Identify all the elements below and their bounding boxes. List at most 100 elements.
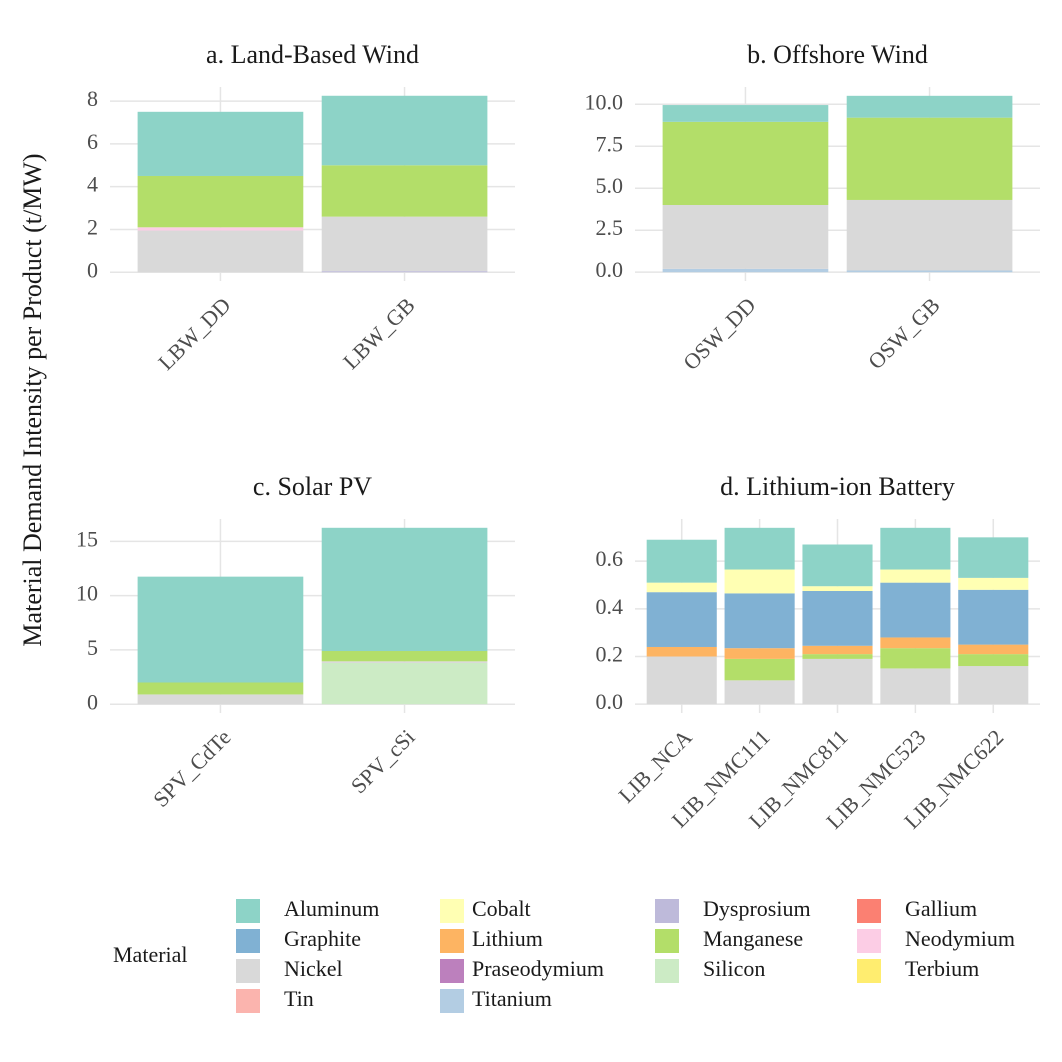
bar-segment bbox=[321, 271, 488, 273]
bar-segment bbox=[724, 648, 795, 659]
legend-swatch bbox=[440, 989, 464, 1013]
y-tick-label: 10 bbox=[76, 581, 98, 606]
bar-segment bbox=[802, 645, 873, 655]
y-tick-label: 0 bbox=[87, 257, 98, 282]
bar-segment bbox=[880, 648, 951, 669]
bar-segment bbox=[137, 576, 304, 683]
bar-segment bbox=[662, 204, 829, 269]
bar-segment bbox=[880, 569, 951, 583]
legend-swatch bbox=[440, 929, 464, 953]
legend-title: Material bbox=[113, 942, 188, 967]
bar-segment bbox=[846, 117, 1013, 200]
bar-segment bbox=[646, 592, 717, 647]
bar-segment bbox=[880, 582, 951, 638]
legend-label: Graphite bbox=[284, 926, 361, 951]
bar-segment bbox=[958, 644, 1029, 655]
legend-swatch bbox=[655, 959, 679, 983]
bar-segment bbox=[724, 680, 795, 705]
panel-title: c. Solar PV bbox=[253, 472, 372, 501]
bar-segment bbox=[724, 569, 795, 594]
x-tick-label: LBW_GB bbox=[338, 292, 420, 374]
y-tick-label: 8 bbox=[87, 86, 98, 111]
bar-segment bbox=[662, 268, 829, 273]
bar-segment bbox=[958, 589, 1029, 645]
legend-label: Neodymium bbox=[905, 926, 1015, 951]
bar-segment bbox=[958, 577, 1029, 590]
x-tick-label: SPV_cSi bbox=[346, 724, 420, 798]
y-tick-label: 0 bbox=[87, 689, 98, 714]
panel-title: d. Lithium-ion Battery bbox=[720, 472, 955, 501]
y-tick-label: 0.2 bbox=[596, 642, 624, 667]
bar-segment bbox=[321, 216, 488, 272]
legend-swatch bbox=[655, 929, 679, 953]
legend-label: Nickel bbox=[284, 956, 343, 981]
legend-swatch bbox=[236, 959, 260, 983]
legend-swatch bbox=[857, 899, 881, 923]
legend-label: Terbium bbox=[905, 956, 979, 981]
y-tick-label: 4 bbox=[87, 172, 98, 197]
bar-segment bbox=[958, 654, 1029, 667]
bar-segment bbox=[137, 694, 304, 705]
y-tick-label: 7.5 bbox=[596, 131, 624, 156]
legend-label: Manganese bbox=[703, 926, 803, 951]
y-tick-label: 5.0 bbox=[596, 173, 624, 198]
bar-segment bbox=[846, 199, 1013, 271]
y-tick-label: 10.0 bbox=[585, 89, 624, 114]
bar-segment bbox=[724, 593, 795, 649]
panel-title: b. Offshore Wind bbox=[747, 40, 928, 69]
bar-segment bbox=[321, 662, 488, 705]
bar-segment bbox=[880, 668, 951, 705]
y-axis-label: Material Demand Intensity per Product (t… bbox=[18, 153, 47, 646]
bar-segment bbox=[662, 105, 829, 122]
bar-segment bbox=[137, 682, 304, 695]
legend-label: Dysprosium bbox=[703, 896, 811, 921]
legend-swatch bbox=[440, 899, 464, 923]
bar-segment bbox=[646, 646, 717, 657]
panel-title: a. Land-Based Wind bbox=[206, 40, 419, 69]
bar-segment bbox=[880, 527, 951, 570]
y-tick-label: 0.6 bbox=[596, 546, 624, 571]
bar-segment bbox=[137, 175, 304, 228]
legend-swatch bbox=[236, 989, 260, 1013]
bar-segment bbox=[958, 666, 1029, 705]
legend-swatch bbox=[857, 929, 881, 953]
bar-segment bbox=[802, 586, 873, 591]
legend-swatch bbox=[655, 899, 679, 923]
x-tick-label: LBW_DD bbox=[153, 292, 235, 374]
y-tick-label: 0.0 bbox=[596, 257, 624, 282]
y-tick-label: 15 bbox=[76, 526, 98, 551]
y-tick-label: 5 bbox=[87, 635, 98, 660]
x-tick-label: LIB_NCA bbox=[613, 724, 696, 807]
bar-segment bbox=[321, 651, 488, 662]
bar-segment bbox=[321, 95, 488, 166]
bar-segment bbox=[802, 544, 873, 587]
legend-label: Lithium bbox=[472, 926, 543, 951]
bar-segment bbox=[321, 165, 488, 217]
x-tick-label: OSW_DD bbox=[678, 292, 760, 374]
bar-segment bbox=[958, 537, 1029, 578]
bar-segment bbox=[321, 527, 488, 652]
bar-segment bbox=[137, 227, 304, 231]
bar-segment bbox=[802, 590, 873, 646]
bar-segment bbox=[646, 656, 717, 705]
legend-swatch bbox=[857, 959, 881, 983]
bar-segment bbox=[846, 270, 1013, 273]
bar-segment bbox=[137, 230, 304, 273]
y-tick-label: 2 bbox=[87, 214, 98, 239]
bar-segment bbox=[802, 654, 873, 659]
bar-segment bbox=[646, 539, 717, 583]
y-tick-label: 0.0 bbox=[596, 689, 624, 714]
y-tick-label: 2.5 bbox=[596, 215, 624, 240]
legend-label: Praseodymium bbox=[472, 956, 604, 981]
legend-swatch bbox=[236, 929, 260, 953]
legend-swatch bbox=[236, 899, 260, 923]
bar-segment bbox=[802, 658, 873, 705]
bar-segment bbox=[880, 637, 951, 649]
x-tick-label: OSW_GB bbox=[863, 292, 945, 374]
y-tick-label: 6 bbox=[87, 129, 98, 154]
legend-label: Gallium bbox=[905, 896, 977, 921]
legend-label: Titanium bbox=[472, 986, 552, 1011]
legend-label: Tin bbox=[284, 986, 314, 1011]
bar-segment bbox=[846, 95, 1013, 118]
